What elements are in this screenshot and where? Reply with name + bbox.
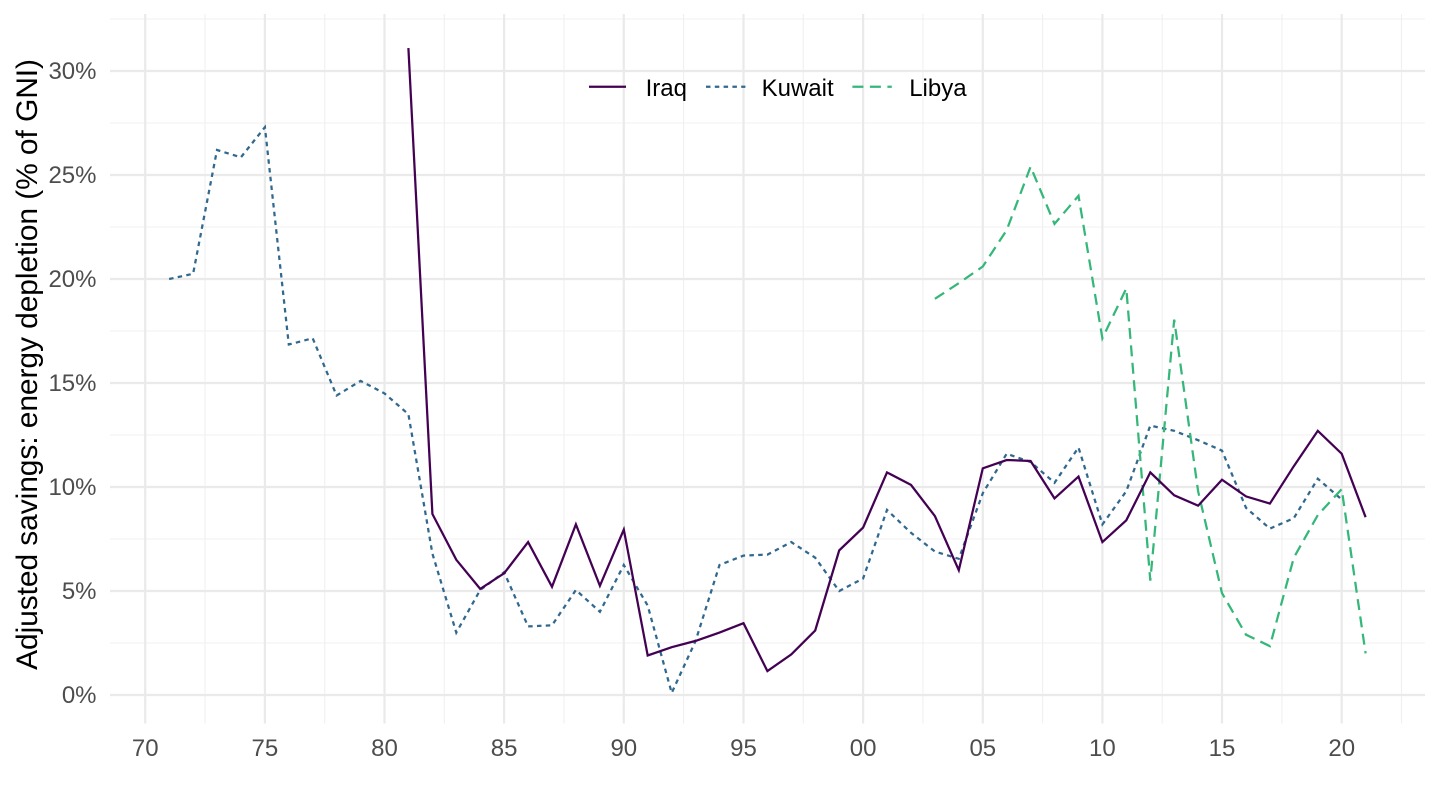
svg-text:Libya: Libya	[909, 75, 967, 102]
svg-text:5%: 5%	[62, 578, 97, 605]
svg-text:Adjusted savings: energy deple: Adjusted savings: energy depletion (% of…	[11, 59, 44, 670]
svg-text:95: 95	[730, 735, 757, 762]
svg-text:90: 90	[610, 735, 637, 762]
svg-text:70: 70	[132, 735, 159, 762]
svg-text:0%: 0%	[62, 682, 97, 709]
svg-text:75: 75	[252, 735, 279, 762]
svg-text:20: 20	[1328, 735, 1355, 762]
svg-text:10: 10	[1089, 735, 1116, 762]
svg-text:00: 00	[850, 735, 877, 762]
svg-text:85: 85	[491, 735, 518, 762]
svg-text:05: 05	[969, 735, 996, 762]
svg-text:30%: 30%	[48, 58, 96, 85]
svg-text:10%: 10%	[48, 474, 96, 501]
svg-text:15: 15	[1209, 735, 1236, 762]
svg-text:25%: 25%	[48, 162, 96, 189]
svg-text:80: 80	[371, 735, 398, 762]
svg-text:15%: 15%	[48, 370, 96, 397]
svg-text:Iraq: Iraq	[646, 75, 687, 102]
svg-text:20%: 20%	[48, 266, 96, 293]
svg-text:Kuwait: Kuwait	[762, 75, 834, 102]
